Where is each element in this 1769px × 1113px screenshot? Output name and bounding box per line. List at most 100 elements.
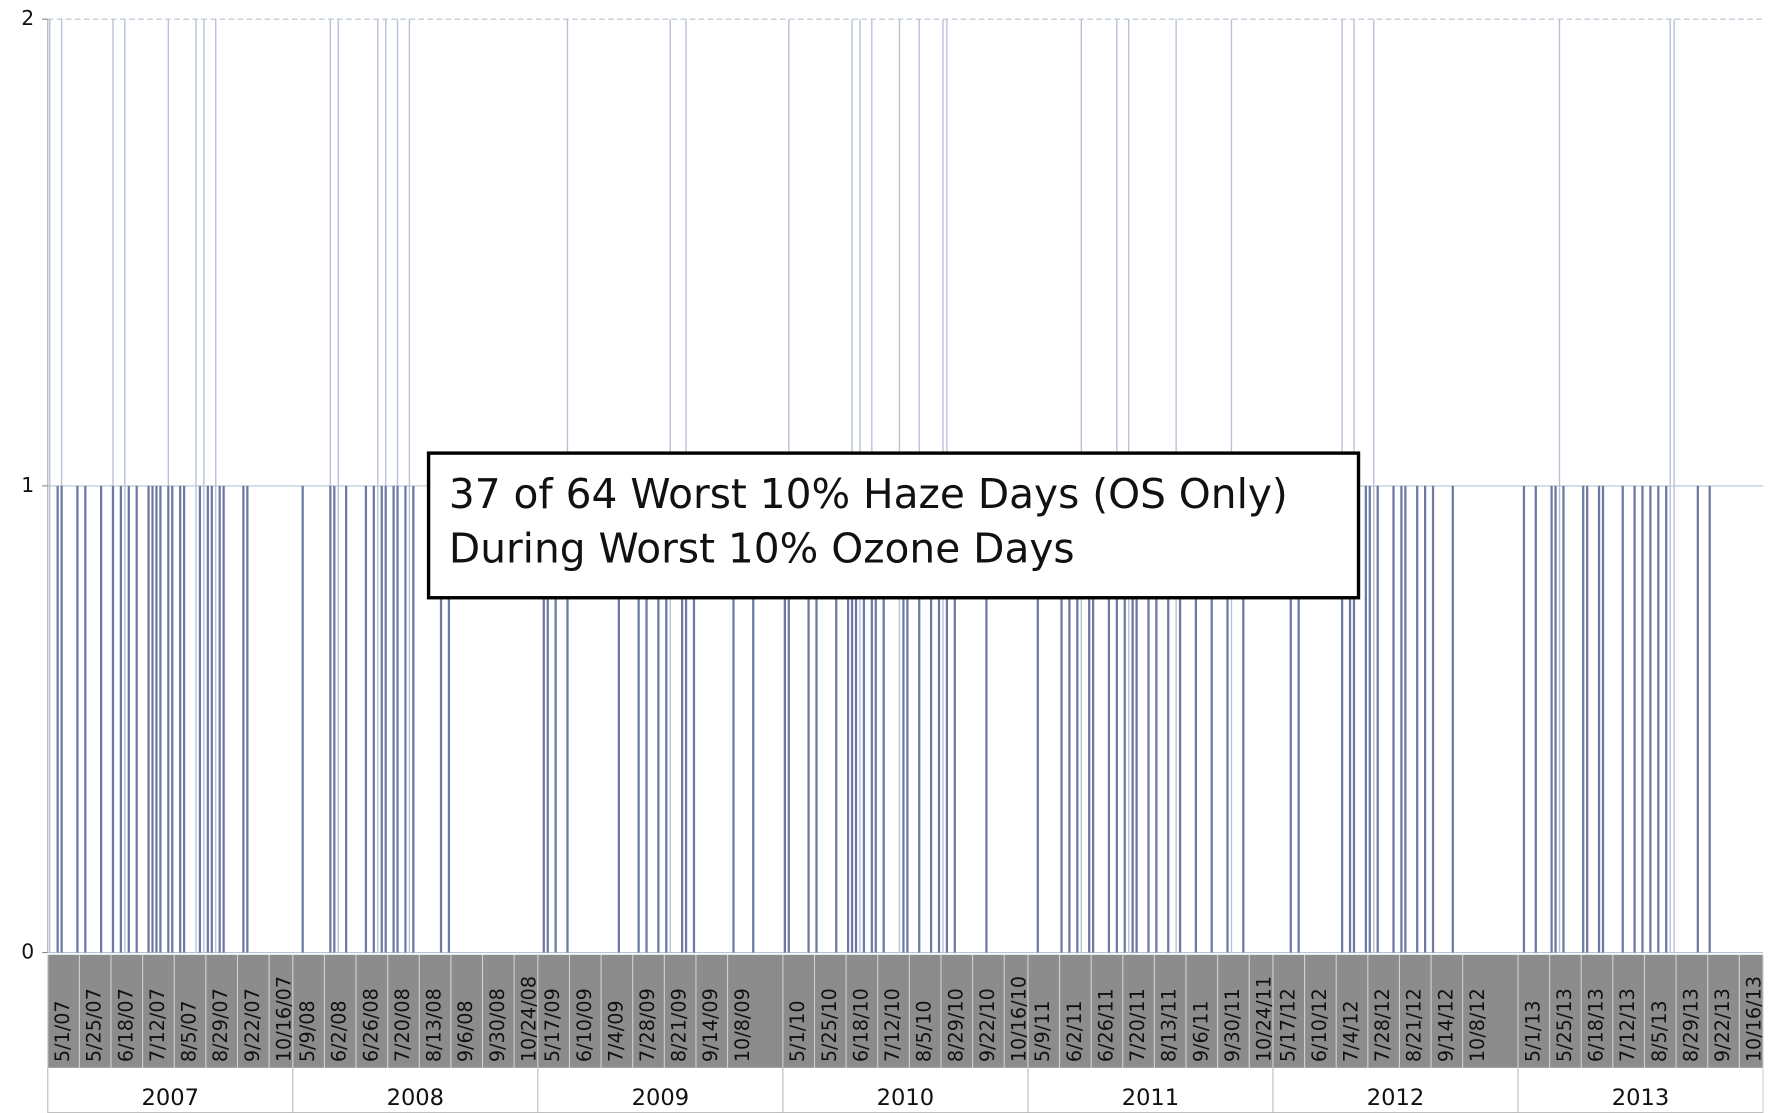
bar <box>945 485 949 953</box>
bar <box>301 485 304 953</box>
bar <box>1352 485 1356 953</box>
bar <box>732 485 735 953</box>
bar <box>364 485 368 953</box>
bar <box>1340 485 1344 953</box>
bar <box>882 485 885 953</box>
bar <box>222 485 225 953</box>
bar <box>1665 485 1668 953</box>
bar <box>119 485 123 953</box>
x-tick-label: 6/18/07 <box>114 988 137 1062</box>
bar <box>412 485 415 953</box>
bar <box>835 485 838 953</box>
bar <box>1597 485 1601 953</box>
x-tick-label: 6/2/11 <box>1063 1000 1086 1062</box>
bar <box>195 19 197 953</box>
bar <box>546 485 549 953</box>
x-tick-label: 9/6/08 <box>454 1000 477 1062</box>
bar <box>155 485 158 953</box>
bar <box>937 485 941 953</box>
x-tick-label: 9/30/11 <box>1221 988 1244 1062</box>
bar <box>1131 485 1134 953</box>
annotation-box <box>426 451 1361 600</box>
bar <box>49 19 51 953</box>
x-tick-label: 8/5/07 <box>178 1000 201 1062</box>
x-tick-label: 10/16/07 <box>272 976 295 1062</box>
x-tick-label: 5/1/07 <box>51 1000 74 1062</box>
bar <box>1534 485 1537 953</box>
x-tick-label: 7/4/12 <box>1340 1000 1363 1062</box>
bar <box>111 485 115 953</box>
x-group-label: 2011 <box>1122 1085 1179 1111</box>
bar <box>56 485 59 953</box>
x-tick-label: 8/5/10 <box>913 1000 936 1062</box>
x-tick-label: 10/8/09 <box>731 988 754 1062</box>
bar <box>815 485 818 953</box>
bar <box>151 485 154 953</box>
bar <box>1404 485 1407 953</box>
bar <box>1669 19 1671 953</box>
x-tick-label: 10/16/13 <box>1743 976 1766 1062</box>
bar <box>665 485 668 953</box>
bar <box>850 485 854 953</box>
bar <box>198 485 202 953</box>
bar <box>554 485 557 953</box>
bar <box>617 485 620 953</box>
bar <box>135 485 138 953</box>
bar <box>918 485 921 953</box>
x-tick-label: 8/21/12 <box>1403 988 1426 1062</box>
bar <box>203 19 205 953</box>
x-tick-label: 5/1/13 <box>1521 1000 1544 1062</box>
bar <box>329 19 332 953</box>
x-tick-label: 5/17/12 <box>1276 988 1299 1062</box>
bar <box>807 485 810 953</box>
bar <box>1036 485 1039 953</box>
x-tick-label: 9/22/10 <box>976 988 999 1062</box>
bar <box>99 485 103 953</box>
bar <box>76 485 79 953</box>
bar <box>167 485 170 953</box>
x-tick-label: 5/25/10 <box>818 988 841 1062</box>
bar <box>1558 19 1561 953</box>
x-tick-label: 8/13/08 <box>423 988 446 1062</box>
bar <box>127 485 130 953</box>
x-group-label: 2008 <box>387 1085 444 1111</box>
bar <box>1364 485 1367 953</box>
bar <box>1416 485 1419 953</box>
bar <box>159 485 162 953</box>
x-tick-label: 6/26/11 <box>1094 988 1117 1062</box>
bar <box>329 485 332 953</box>
bar <box>84 485 87 953</box>
bar <box>906 485 909 953</box>
bar <box>1586 485 1589 953</box>
bar <box>337 19 339 953</box>
bar <box>392 485 395 953</box>
bar <box>1649 485 1652 953</box>
annotation-text: During Worst 10% Ozone Days <box>449 524 1075 572</box>
bar <box>206 485 209 953</box>
bar <box>1554 485 1557 953</box>
bar <box>147 485 150 953</box>
x-tick-label: 9/22/07 <box>241 988 264 1062</box>
bar <box>60 19 63 953</box>
x-tick-label: 6/18/13 <box>1585 988 1608 1062</box>
x-tick-label: 7/12/13 <box>1616 988 1639 1062</box>
x-tick-label: 9/14/09 <box>699 988 722 1062</box>
bar <box>1289 485 1292 953</box>
x-tick-label: 7/12/10 <box>881 988 904 1062</box>
bar <box>1242 485 1245 953</box>
bar <box>1641 485 1644 953</box>
x-tick-label: 9/6/11 <box>1189 1000 1212 1062</box>
bar <box>1368 485 1371 953</box>
x-tick-label: 6/2/08 <box>328 1000 351 1062</box>
x-tick-label: 7/20/11 <box>1126 988 1149 1062</box>
bar <box>242 485 245 953</box>
x-group-label: 2009 <box>632 1085 689 1111</box>
bar <box>396 485 399 953</box>
x-tick-label: 8/29/10 <box>944 988 967 1062</box>
bar <box>874 485 877 953</box>
bar <box>1376 485 1379 953</box>
bar <box>1423 485 1427 953</box>
bar <box>1348 485 1352 953</box>
x-tick-label: 6/10/12 <box>1308 988 1331 1062</box>
bar <box>684 485 688 953</box>
